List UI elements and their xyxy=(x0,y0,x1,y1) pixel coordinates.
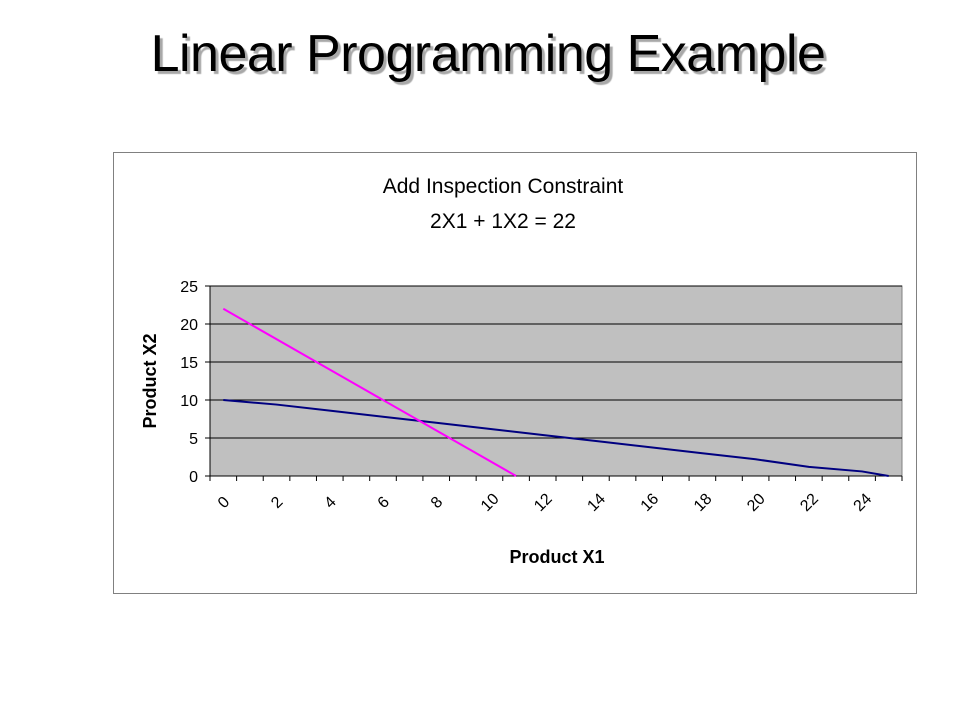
x-tick-label: 14 xyxy=(584,490,609,515)
y-tick-label: 15 xyxy=(180,355,198,372)
y-tick-label: 20 xyxy=(180,317,198,334)
x-tick-label: 22 xyxy=(797,490,822,515)
x-tick-label: 12 xyxy=(531,490,556,515)
y-tick-label: 25 xyxy=(180,279,198,296)
gridlines xyxy=(210,285,902,439)
x-axis-label: Product X1 xyxy=(509,547,604,567)
y-tick-label: 0 xyxy=(189,469,198,486)
x-tick-label: 6 xyxy=(375,494,393,512)
axes xyxy=(205,285,903,481)
chart-svg: Add Inspection Constraint 2X1 + 1X2 = 22… xyxy=(140,175,903,567)
x-tick-label: 18 xyxy=(691,490,716,515)
y-tick-label: 10 xyxy=(180,393,198,410)
y-axis-label: Product X2 xyxy=(140,333,160,428)
series-line-1 xyxy=(223,399,889,477)
x-tick-label: 4 xyxy=(321,494,339,512)
chart-title: Add Inspection Constraint xyxy=(383,175,624,198)
x-tick-label: 10 xyxy=(478,490,503,515)
x-tick-label: 20 xyxy=(744,490,769,515)
x-tick-label: 8 xyxy=(428,494,446,512)
slide-title: Linear Programming Example xyxy=(150,25,826,83)
y-tick-label: 5 xyxy=(189,431,198,448)
series-line-2 xyxy=(222,307,517,477)
x-tick-labels: 0 2 4 6 8 10 12 14 16 18 20 22 24 xyxy=(215,490,875,515)
x-tick-label: 2 xyxy=(268,494,286,512)
x-tick-label: 24 xyxy=(851,490,876,515)
chart-subtitle: 2X1 + 1X2 = 22 xyxy=(430,210,576,233)
y-tick-labels: 0 5 10 15 20 25 xyxy=(180,279,198,486)
x-tick-label: 16 xyxy=(638,490,663,515)
plot-area xyxy=(209,285,903,477)
chart-frame: Add Inspection Constraint 2X1 + 1X2 = 22… xyxy=(113,152,917,594)
x-tick-label: 0 xyxy=(215,494,233,512)
series-lines xyxy=(222,307,889,477)
